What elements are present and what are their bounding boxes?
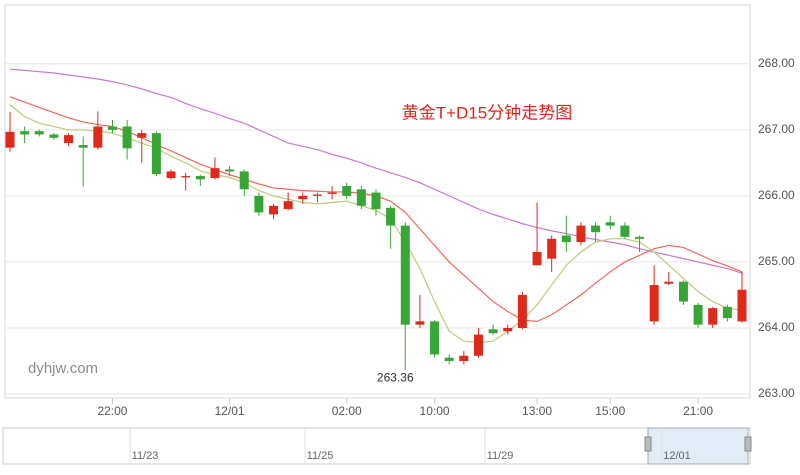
candle-body [473,334,483,356]
candle-body [605,222,615,226]
navigator-handle[interactable] [644,436,652,452]
navigator-label: 11/29 [487,450,514,462]
x-tick-label: 21:00 [683,404,713,418]
candle-body [517,294,527,328]
candle-body [239,171,249,190]
candle-body [444,357,454,362]
candle-body [151,133,161,175]
navigator-label: 11/25 [307,450,334,462]
y-tick-label: 266.00 [758,188,795,202]
navigator-handle[interactable] [744,436,752,452]
y-tick-label: 268.00 [758,56,795,70]
candle-body [722,306,732,319]
candle-body [283,201,293,210]
candle-body [210,168,220,179]
candle-body [342,185,352,196]
y-tick-label: 267.00 [758,122,795,136]
chart-title: 黄金T+D15分钟走势图 [402,103,573,122]
candle-body [664,281,674,284]
candle-body [547,238,557,259]
candle-body [181,176,191,178]
candle-body [561,235,571,243]
candle-body [195,176,205,180]
x-tick-label: 13:00 [522,404,552,418]
candle-body [576,225,586,243]
x-tick-label: 02:00 [332,404,362,418]
y-tick-label: 265.00 [758,254,795,268]
candle-body [5,131,15,148]
candle-body [64,135,74,144]
candle-body [49,134,59,138]
candle-body [298,195,308,200]
candle-body [137,133,147,138]
candle-body [225,169,235,172]
y-tick-label: 264.00 [758,320,795,334]
x-tick-label: 15:00 [595,404,625,418]
y-tick-label: 263.00 [758,386,795,400]
candle-body [620,225,630,237]
candle-body [78,145,88,148]
candle-body [34,131,44,135]
candle-body [678,281,688,302]
candle-body [386,207,396,226]
candle-body [327,192,337,194]
candle-body [269,205,279,215]
candle-body [254,195,264,213]
candle-body [693,304,703,325]
candle-body [356,189,366,206]
x-tick-label: 22:00 [97,404,127,418]
candle-body [20,131,30,135]
plot-frame [4,4,751,399]
candle-body [312,194,322,196]
min-annotation: 263.36 [377,370,414,384]
candle-body [635,236,645,239]
x-tick-label: 12/01 [215,404,245,418]
x-tick-label: 10:00 [420,404,450,418]
candle-body [591,225,601,233]
candle-body [459,355,469,362]
candle-body [93,126,103,148]
navigator[interactable] [2,427,751,465]
candle-body [737,289,747,322]
navigator-selection[interactable] [647,427,749,465]
candle-body [107,126,117,130]
candle-body [488,329,498,334]
navigator-label: 12/01 [663,450,691,462]
candle-body [503,327,513,332]
moving-average-line [9,104,743,344]
navigator-label: 11/23 [132,450,159,462]
watermark: dyhjw.com [28,360,98,377]
candle-body [371,192,381,210]
candle-body [532,252,542,266]
candle-body [430,321,440,355]
candle-body [400,225,410,325]
moving-average-line [9,68,743,274]
candle-body [415,321,425,325]
candle-body [649,285,659,322]
candle-body [166,171,176,179]
candle-body [708,308,718,325]
candle-body [122,126,132,149]
